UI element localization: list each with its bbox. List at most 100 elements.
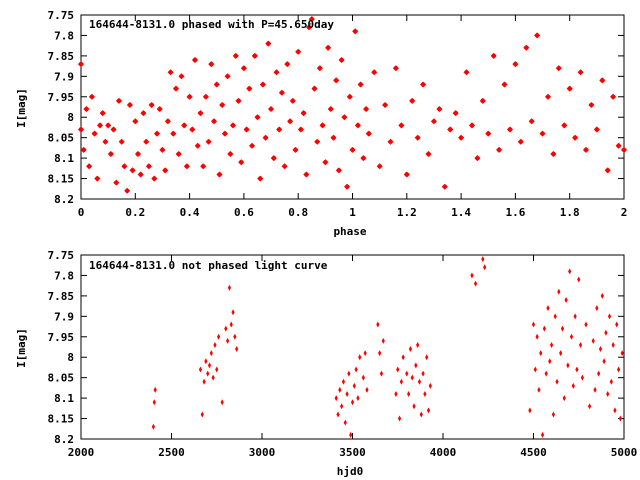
- plot-frame: [80, 14, 625, 200]
- data-point: [281, 163, 288, 170]
- data-point: [378, 350, 382, 357]
- chart-title: 164644-8131.0 phased with P=45.650day: [89, 18, 334, 31]
- x-tick-label: 4500: [520, 446, 547, 459]
- data-point: [606, 391, 610, 398]
- data-point: [548, 358, 552, 365]
- data-point: [616, 366, 621, 373]
- data-point: [458, 134, 465, 141]
- y-tick-label: 8.1: [54, 152, 74, 165]
- data-point: [289, 97, 296, 104]
- data-point: [620, 350, 624, 357]
- y-tick-label: 7.75: [48, 9, 75, 22]
- data-point: [463, 69, 470, 76]
- data-point: [251, 52, 258, 59]
- data-point: [550, 151, 557, 157]
- x-tick-label: 0.8: [288, 206, 308, 219]
- data-point: [577, 276, 581, 283]
- y-tick-label: 7.9: [54, 310, 74, 323]
- data-point: [341, 378, 346, 385]
- x-ticks: 0 0.2 0.4 0.6 0.8 1 1.2 1.4 1.6 1.8 2: [78, 15, 627, 219]
- data-point: [345, 391, 349, 398]
- data-point: [230, 122, 236, 129]
- data-point: [78, 61, 84, 68]
- y-tick-label: 8.05: [48, 372, 75, 385]
- data-point: [602, 358, 606, 365]
- data-point: [110, 126, 117, 133]
- data-point: [344, 183, 351, 190]
- data-point: [80, 146, 87, 153]
- data-point: [539, 130, 546, 137]
- data-point: [535, 333, 539, 340]
- data-point: [113, 179, 120, 186]
- data-point: [129, 167, 136, 174]
- data-point: [410, 374, 414, 381]
- unphased-light-curve-plot: 7.75 7.8 7.85 7.9 7.95 8 8.05 8.1 8.15 8.2 2000 25…: [15, 249, 637, 478]
- x-tick-label: 0: [78, 206, 85, 219]
- data-point: [99, 110, 106, 117]
- data-point: [398, 122, 405, 129]
- data-point: [202, 93, 209, 100]
- data-point: [268, 106, 274, 112]
- data-point: [197, 110, 204, 117]
- data-point: [545, 93, 551, 100]
- data-point: [485, 130, 492, 137]
- y-tick-label: 8.1: [54, 392, 74, 405]
- x-tick-label: 4000: [430, 446, 457, 459]
- x-tick-label: 5000: [611, 446, 638, 459]
- data-point: [544, 370, 548, 377]
- data-point: [604, 167, 611, 174]
- data-point: [591, 337, 595, 344]
- data-point: [308, 16, 315, 23]
- data-point: [278, 89, 285, 96]
- data-points: [78, 16, 627, 194]
- data-point: [568, 268, 572, 275]
- data-point: [352, 28, 359, 35]
- data-point: [546, 305, 550, 312]
- data-point: [94, 175, 101, 182]
- data-point: [381, 337, 385, 344]
- data-point: [394, 391, 398, 398]
- data-point: [338, 57, 345, 63]
- x-tick-label: 3000: [249, 446, 276, 459]
- data-point: [363, 350, 367, 357]
- data-point: [350, 399, 355, 406]
- data-point: [557, 288, 561, 295]
- data-point: [421, 370, 425, 377]
- data-point: [392, 65, 399, 72]
- x-tick-label: 2000: [68, 446, 95, 459]
- data-point: [97, 122, 103, 129]
- data-point: [226, 337, 230, 344]
- data-point: [287, 118, 294, 125]
- data-point: [611, 341, 615, 348]
- data-point: [573, 313, 577, 320]
- data-point: [303, 171, 310, 178]
- data-points: [151, 256, 624, 438]
- data-point: [333, 77, 340, 84]
- data-point: [198, 366, 203, 373]
- data-point: [343, 419, 347, 426]
- data-point: [273, 69, 280, 76]
- data-point: [412, 403, 416, 410]
- data-point: [340, 403, 344, 410]
- data-point: [496, 146, 503, 153]
- y-tick-label: 7.8: [54, 29, 74, 42]
- data-point: [564, 296, 568, 303]
- data-point: [156, 106, 163, 112]
- data-point: [566, 362, 570, 369]
- data-point: [154, 130, 160, 137]
- data-point: [132, 118, 139, 125]
- data-point: [609, 378, 613, 385]
- data-point: [566, 85, 573, 92]
- x-tick-label: 0.4: [180, 206, 200, 219]
- data-point: [575, 366, 579, 373]
- data-point: [334, 395, 338, 402]
- data-point: [571, 382, 575, 389]
- data-point: [420, 81, 427, 88]
- data-point: [246, 85, 253, 92]
- data-point: [349, 146, 356, 153]
- data-point: [473, 280, 478, 287]
- data-point: [610, 93, 617, 100]
- y-tick-label: 8.2: [54, 433, 74, 446]
- phased-light-curve-plot: 7.75 7.8 7.85 7.9 7.95 8 8.05 8.1 8.15 8.2 0 0.2 0.…: [15, 9, 627, 238]
- data-point: [376, 321, 380, 328]
